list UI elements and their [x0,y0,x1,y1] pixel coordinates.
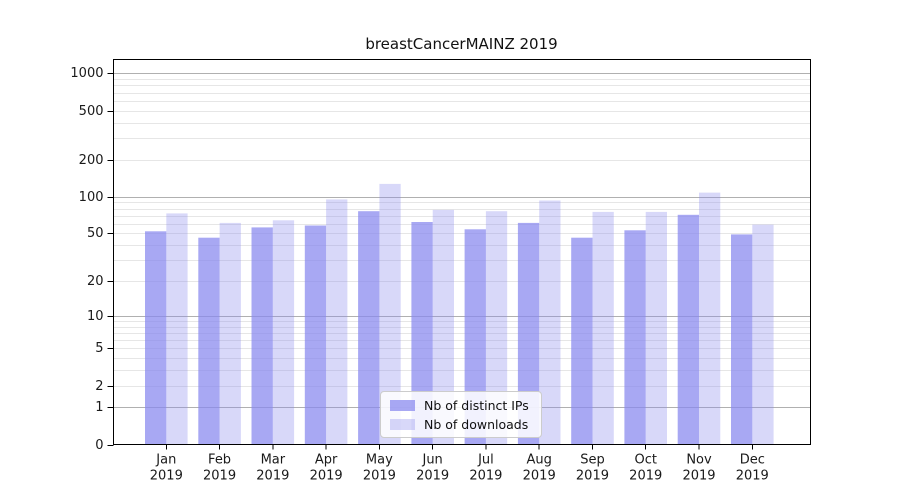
legend-label-downloads: Nb of downloads [424,416,529,432]
bar-downloads-may [379,183,401,445]
x-tick-label-year-oct: 2019 [629,468,662,483]
bar-downloads-feb [219,222,241,445]
x-tick-label-year-jan: 2019 [150,468,183,483]
y-tick-label-2: 2 [95,379,103,394]
y-tick-label-200: 200 [79,153,104,168]
x-tick-label-month-jun: Jun [421,452,442,467]
x-tick-label-year-mar: 2019 [256,468,289,483]
bar-downloads-sep [592,211,614,445]
y-tick-label-1: 1 [95,400,103,415]
x-tick-label-month-jan: Jan [155,452,176,467]
x-tick-label-month-sep: Sep [580,452,605,467]
bar-downloads-jun [432,209,454,445]
x-tick-label-month-aug: Aug [526,452,551,467]
bar-ips-apr [304,225,327,445]
bar-downloads-apr [326,199,348,445]
x-tick-label-month-mar: Mar [261,452,286,467]
plot-frame [113,59,811,445]
x-tick-label-month-oct: Oct [634,452,656,467]
bar-ips-feb [198,237,220,445]
bar-ips-dec [731,234,753,445]
x-tick-label-month-dec: Dec [740,452,765,467]
x-tick-label-year-aug: 2019 [523,468,556,483]
x-tick-label-year-dec: 2019 [736,468,769,483]
y-tick-label-1000: 1000 [70,66,103,81]
bar-ips-jun [411,222,433,445]
bar-downloads-oct [645,211,667,445]
bar-ips-jul [464,229,486,445]
bar-ips-sep [571,237,593,445]
bar-downloads-mar [272,220,295,445]
y-tick-label-50: 50 [87,226,104,241]
x-tick-label-year-feb: 2019 [203,468,236,483]
bar-ips-jan [145,231,167,445]
bar-ips-mar [251,227,273,445]
y-tick-label-10: 10 [87,309,104,324]
x-tick-label-month-may: May [366,452,393,467]
legend-label-distinct-ips: Nb of distinct IPs [424,397,529,413]
x-tick-label-year-nov: 2019 [682,468,715,483]
bar-downloads-aug [539,200,561,445]
bar-ips-aug [517,222,540,445]
x-tick-label-month-nov: Nov [686,452,712,467]
legend-swatch-downloads [390,418,415,430]
bar-ips-nov [677,214,699,445]
legend-item-downloads: Nb of downloads [390,416,529,432]
legend-item-distinct-ips: Nb of distinct IPs [390,397,529,413]
x-tick-label-year-apr: 2019 [310,468,343,483]
x-tick-label-year-jul: 2019 [469,468,502,483]
bar-downloads-jan [166,213,188,445]
legend-swatch-distinct-ips [390,399,415,411]
x-tick-label-year-may: 2019 [363,468,396,483]
bar-downloads-nov [699,192,721,445]
x-tick-label-month-feb: Feb [208,452,231,467]
bar-downloads-dec [752,224,774,445]
bar-ips-oct [624,230,646,445]
y-tick-label-500: 500 [79,104,104,119]
x-tick-label-year-jun: 2019 [416,468,449,483]
y-tick-label-5: 5 [95,341,103,356]
x-tick-label-month-jul: Jul [477,452,494,467]
y-tick-label-0: 0 [95,438,103,453]
y-tick-label-20: 20 [87,274,104,289]
legend: Nb of distinct IPs Nb of downloads [380,391,542,438]
x-tick-label-month-apr: Apr [315,452,338,467]
chart-title: breastCancerMAINZ 2019 [365,35,558,53]
bar-downloads-jul [485,211,508,445]
x-tick-label-year-sep: 2019 [576,468,609,483]
bar-ips-may [358,211,380,445]
y-tick-label-100: 100 [79,190,104,205]
